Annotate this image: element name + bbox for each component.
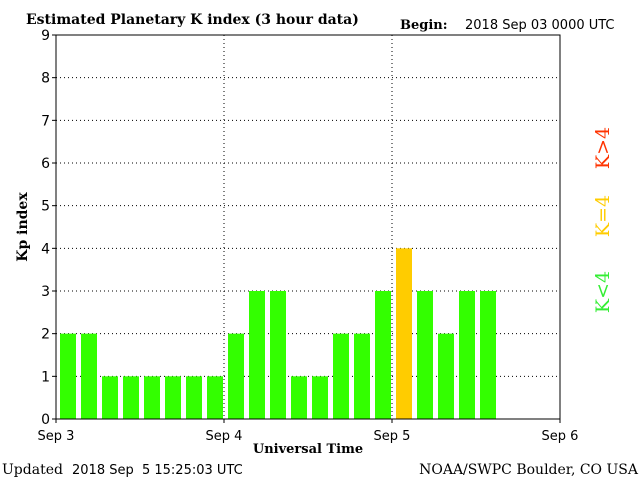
grid-lines (56, 35, 560, 419)
y-ticks: 0 1 2 3 4 5 6 7 8 9 (41, 28, 56, 428)
x-ticks: Sep 3 Sep 4 Sep 5 Sep 6 (38, 419, 579, 444)
legend-k-below-4: K<4 (592, 271, 614, 313)
kp-bar (81, 333, 97, 419)
x-axis-label: Universal Time (253, 442, 363, 457)
kp-bar (459, 291, 475, 419)
y-tick-label: 6 (41, 156, 50, 172)
y-axis-label: Kp index (15, 192, 31, 262)
y-tick-label: 9 (41, 28, 50, 44)
x-tick-label: Sep 5 (374, 429, 411, 444)
x-tick-label: Sep 4 (206, 429, 243, 444)
y-tick-label: 7 (41, 113, 50, 129)
y-tick-label: 0 (41, 412, 50, 428)
y-tick-label: 4 (41, 241, 50, 257)
plot-frame (55, 34, 561, 420)
x-tick-label: Sep 6 (542, 429, 579, 444)
y-tick-label: 3 (41, 284, 50, 300)
y-tick-label: 2 (41, 327, 50, 343)
kp-bar (144, 376, 160, 419)
kp-bar (123, 376, 139, 419)
chart-title: Estimated Planetary K index (3 hour data… (26, 12, 359, 28)
kp-bar (165, 376, 181, 419)
y-tick-label: 8 (41, 71, 50, 87)
kp-bar (354, 333, 370, 419)
legend-k-equal-4: K=4 (592, 195, 614, 237)
begin-label: Begin: (400, 18, 448, 33)
kp-bar (333, 333, 349, 419)
x-tick-label: Sep 3 (38, 429, 75, 444)
credit: NOAA/SWPC Boulder, CO USA (419, 462, 639, 478)
kp-bar (417, 291, 433, 419)
updated-value: 2018 Sep 5 15:25:03 UTC (72, 463, 243, 478)
updated-label: Updated (2, 462, 63, 478)
kp-bar (60, 333, 76, 419)
kp-bar (207, 376, 223, 419)
kp-bar (396, 248, 412, 419)
y-tick-label: 1 (41, 369, 50, 385)
kp-bar (249, 291, 265, 419)
bars (60, 248, 496, 419)
kp-bar (375, 291, 391, 419)
begin-value: 2018 Sep 03 0000 UTC (465, 18, 615, 33)
y-tick-label: 5 (41, 199, 50, 215)
kp-bar (228, 333, 244, 419)
kp-bar (291, 376, 307, 419)
kp-bar (186, 376, 202, 419)
kp-bar (480, 291, 496, 419)
kp-bar (102, 376, 118, 419)
kp-bar (438, 333, 454, 419)
legend-k-above-4: K>4 (592, 127, 614, 169)
kp-bar (270, 291, 286, 419)
kp-bar (312, 376, 328, 419)
